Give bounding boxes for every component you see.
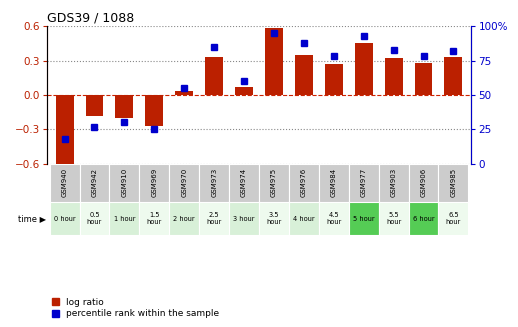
Text: GSM940: GSM940 <box>62 168 67 197</box>
Bar <box>109 202 139 235</box>
Bar <box>349 164 379 202</box>
Bar <box>379 164 409 202</box>
Text: 3.5
hour: 3.5 hour <box>266 212 282 225</box>
Text: GSM976: GSM976 <box>301 168 307 198</box>
Text: GSM975: GSM975 <box>271 168 277 197</box>
Bar <box>438 202 468 235</box>
Text: 4.5
hour: 4.5 hour <box>326 212 341 225</box>
Text: GSM969: GSM969 <box>151 168 157 198</box>
Bar <box>55 95 74 167</box>
Bar <box>295 55 313 95</box>
Bar <box>409 202 438 235</box>
Bar <box>175 92 193 95</box>
Bar <box>289 202 319 235</box>
Text: GSM977: GSM977 <box>361 168 367 198</box>
Bar <box>85 95 104 115</box>
Bar <box>259 202 289 235</box>
Bar <box>146 95 163 126</box>
Text: 1.5
hour: 1.5 hour <box>147 212 162 225</box>
Bar <box>349 202 379 235</box>
Bar <box>169 164 199 202</box>
Text: GSM973: GSM973 <box>211 168 217 198</box>
Bar <box>289 164 319 202</box>
Text: 2.5
hour: 2.5 hour <box>207 212 222 225</box>
Text: 5.5
hour: 5.5 hour <box>386 212 401 225</box>
Text: GSM942: GSM942 <box>92 168 97 197</box>
Bar <box>229 202 259 235</box>
Bar <box>385 58 402 95</box>
Text: GSM984: GSM984 <box>331 168 337 197</box>
Bar <box>409 164 438 202</box>
Bar <box>169 202 199 235</box>
Bar <box>80 202 109 235</box>
Text: GSM974: GSM974 <box>241 168 247 197</box>
Bar <box>325 64 343 95</box>
Text: GSM985: GSM985 <box>451 168 456 197</box>
Bar <box>199 202 229 235</box>
Bar <box>199 164 229 202</box>
Bar <box>319 164 349 202</box>
Bar <box>205 57 223 95</box>
Text: 0.5
hour: 0.5 hour <box>87 212 102 225</box>
Bar <box>50 164 80 202</box>
Text: GSM903: GSM903 <box>391 168 397 198</box>
Bar <box>379 202 409 235</box>
Bar <box>355 43 372 95</box>
Text: 4 hour: 4 hour <box>293 215 314 222</box>
Text: 5 hour: 5 hour <box>353 215 375 222</box>
Bar <box>319 202 349 235</box>
Text: 2 hour: 2 hour <box>174 215 195 222</box>
Text: GSM910: GSM910 <box>121 168 127 198</box>
Bar <box>139 164 169 202</box>
Bar <box>265 28 283 95</box>
Text: 6 hour: 6 hour <box>413 215 434 222</box>
Text: GSM906: GSM906 <box>421 168 426 198</box>
Bar <box>235 87 253 95</box>
Text: 0 hour: 0 hour <box>54 215 76 222</box>
Bar <box>414 63 433 95</box>
Text: 1 hour: 1 hour <box>113 215 135 222</box>
Bar <box>50 202 80 235</box>
Bar <box>80 164 109 202</box>
Bar <box>229 164 259 202</box>
Text: time ▶: time ▶ <box>18 214 46 223</box>
Bar <box>438 164 468 202</box>
Bar <box>259 164 289 202</box>
Bar <box>139 202 169 235</box>
Legend: log ratio, percentile rank within the sample: log ratio, percentile rank within the sa… <box>51 297 221 319</box>
Text: GDS39 / 1088: GDS39 / 1088 <box>47 12 134 25</box>
Text: 3 hour: 3 hour <box>233 215 255 222</box>
Bar <box>116 95 133 118</box>
Text: 6.5
hour: 6.5 hour <box>446 212 461 225</box>
Bar <box>444 57 463 95</box>
Bar <box>109 164 139 202</box>
Text: GSM970: GSM970 <box>181 168 187 198</box>
